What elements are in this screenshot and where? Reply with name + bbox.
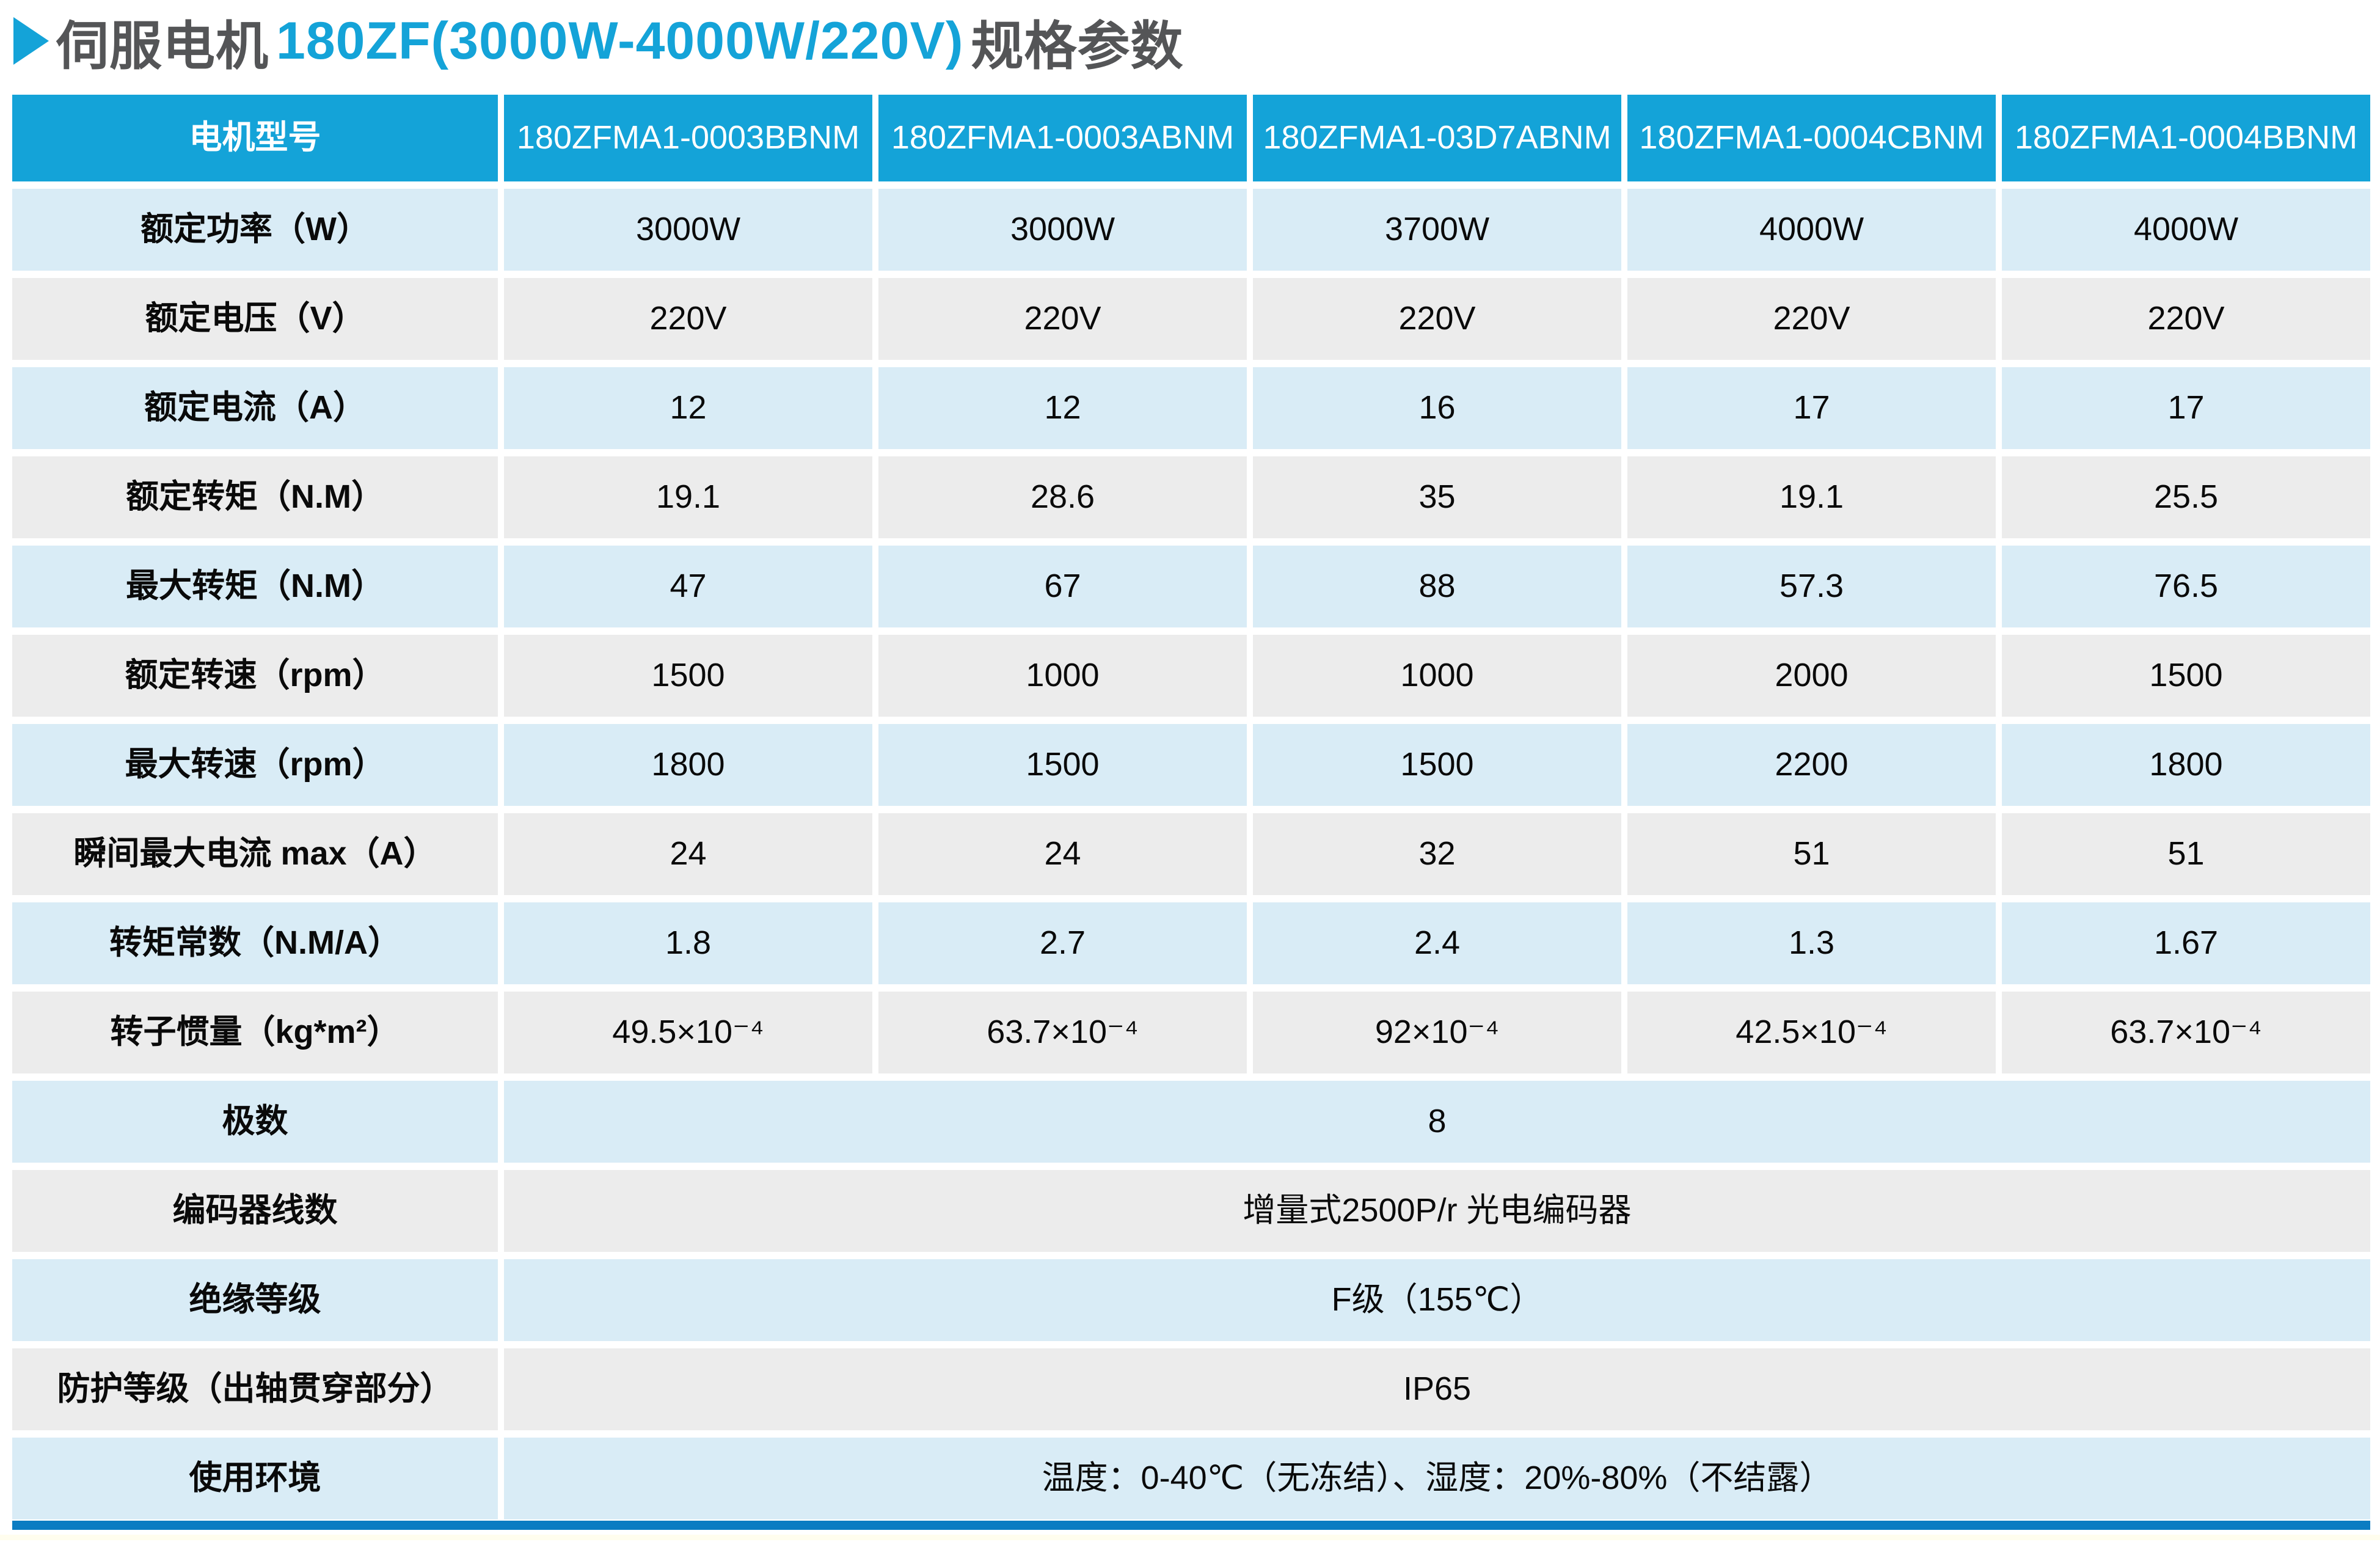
row-value: 51 xyxy=(2002,813,2370,895)
row-value: 2200 xyxy=(1627,724,1996,806)
arrow-right-icon xyxy=(13,17,49,65)
row-label: 转子惯量（kg*m²） xyxy=(12,992,498,1073)
row-value: 3000W xyxy=(504,189,872,271)
table-header-model: 180ZFMA1-0003BBNM xyxy=(504,95,872,181)
row-label: 防护等级（出轴贯穿部分） xyxy=(12,1348,498,1430)
row-label: 瞬间最大电流 max（A） xyxy=(12,813,498,895)
row-label: 绝缘等级 xyxy=(12,1259,498,1341)
table-header-model: 180ZFMA1-0004BBNM xyxy=(2002,95,2370,181)
row-value: 49.5×10⁻⁴ xyxy=(504,992,872,1073)
table-header-model-label: 电机型号 xyxy=(12,95,498,181)
row-value: 42.5×10⁻⁴ xyxy=(1627,992,1996,1073)
row-value: 220V xyxy=(1253,278,1621,360)
row-value: 1500 xyxy=(1253,724,1621,806)
row-value: 1500 xyxy=(504,635,872,717)
row-value: 88 xyxy=(1253,546,1621,627)
row-value: 35 xyxy=(1253,456,1621,538)
spec-table: 电机型号 180ZFMA1-0003BBNM 180ZFMA1-0003ABNM 18… xyxy=(12,95,2370,1519)
row-value: 1.3 xyxy=(1627,902,1996,984)
row-value: 63.7×10⁻⁴ xyxy=(2002,992,2370,1073)
title-prefix: 伺服电机 xyxy=(56,16,269,76)
row-value: 220V xyxy=(2002,278,2370,360)
row-value: 1000 xyxy=(878,635,1247,717)
row-span-value: 增量式2500P/r 光电编码器 xyxy=(504,1170,2370,1252)
row-label: 编码器线数 xyxy=(12,1170,498,1252)
row-label: 最大转速（rpm） xyxy=(12,724,498,806)
row-value: 1500 xyxy=(2002,635,2370,717)
row-value: 2.4 xyxy=(1253,902,1621,984)
row-value: 28.6 xyxy=(878,456,1247,538)
row-span-value: IP65 xyxy=(504,1348,2370,1430)
table-header-model: 180ZFMA1-03D7ABNM xyxy=(1253,95,1621,181)
row-value: 1.67 xyxy=(2002,902,2370,984)
title-highlight: 180ZF(3000W-4000W/220V) xyxy=(276,11,964,70)
row-label: 使用环境 xyxy=(12,1438,498,1519)
row-value: 19.1 xyxy=(1627,456,1996,538)
row-value: 4000W xyxy=(1627,189,1996,271)
row-value: 51 xyxy=(1627,813,1996,895)
row-value: 2.7 xyxy=(878,902,1247,984)
row-value: 12 xyxy=(504,367,872,449)
row-value: 1.8 xyxy=(504,902,872,984)
row-value: 24 xyxy=(504,813,872,895)
row-value: 32 xyxy=(1253,813,1621,895)
row-value: 67 xyxy=(878,546,1247,627)
row-value: 63.7×10⁻⁴ xyxy=(878,992,1247,1073)
row-value: 92×10⁻⁴ xyxy=(1253,992,1621,1073)
row-value: 17 xyxy=(1627,367,1996,449)
page-title: 伺服电机 180ZF(3000W-4000W/220V) 规格参数 xyxy=(13,5,1183,77)
row-value: 220V xyxy=(1627,278,1996,360)
row-value: 220V xyxy=(878,278,1247,360)
row-label: 额定转速（rpm） xyxy=(12,635,498,717)
row-value: 2000 xyxy=(1627,635,1996,717)
row-value: 3000W xyxy=(878,189,1247,271)
row-value: 47 xyxy=(504,546,872,627)
row-value: 1500 xyxy=(878,724,1247,806)
row-value: 1800 xyxy=(504,724,872,806)
row-label: 额定功率（W） xyxy=(12,189,498,271)
row-value: 17 xyxy=(2002,367,2370,449)
row-label: 额定电流（A） xyxy=(12,367,498,449)
row-value: 16 xyxy=(1253,367,1621,449)
row-value: 4000W xyxy=(2002,189,2370,271)
row-value: 1800 xyxy=(2002,724,2370,806)
row-value: 19.1 xyxy=(504,456,872,538)
row-value: 220V xyxy=(504,278,872,360)
row-value: 57.3 xyxy=(1627,546,1996,627)
row-label: 极数 xyxy=(12,1081,498,1163)
table-header-model: 180ZFMA1-0003ABNM xyxy=(878,95,1247,181)
row-label: 最大转矩（N.M） xyxy=(12,546,498,627)
row-label: 额定转矩（N.M） xyxy=(12,456,498,538)
row-value: 3700W xyxy=(1253,189,1621,271)
row-span-value: F级（155℃） xyxy=(504,1259,2370,1341)
row-value: 76.5 xyxy=(2002,546,2370,627)
row-span-value: 温度：0-40℃（无冻结）、湿度：20%-80%（不结露） xyxy=(504,1438,2370,1519)
row-span-value: 8 xyxy=(504,1081,2370,1163)
row-value: 1000 xyxy=(1253,635,1621,717)
row-value: 25.5 xyxy=(2002,456,2370,538)
row-label: 额定电压（V） xyxy=(12,278,498,360)
table-header-model: 180ZFMA1-0004CBNM xyxy=(1627,95,1996,181)
row-value: 12 xyxy=(878,367,1247,449)
row-label: 转矩常数（N.M/A） xyxy=(12,902,498,984)
bottom-accent-bar xyxy=(12,1521,2370,1530)
bottom-cream-strip xyxy=(0,1535,2380,1540)
title-suffix: 规格参数 xyxy=(971,16,1184,76)
row-value: 24 xyxy=(878,813,1247,895)
